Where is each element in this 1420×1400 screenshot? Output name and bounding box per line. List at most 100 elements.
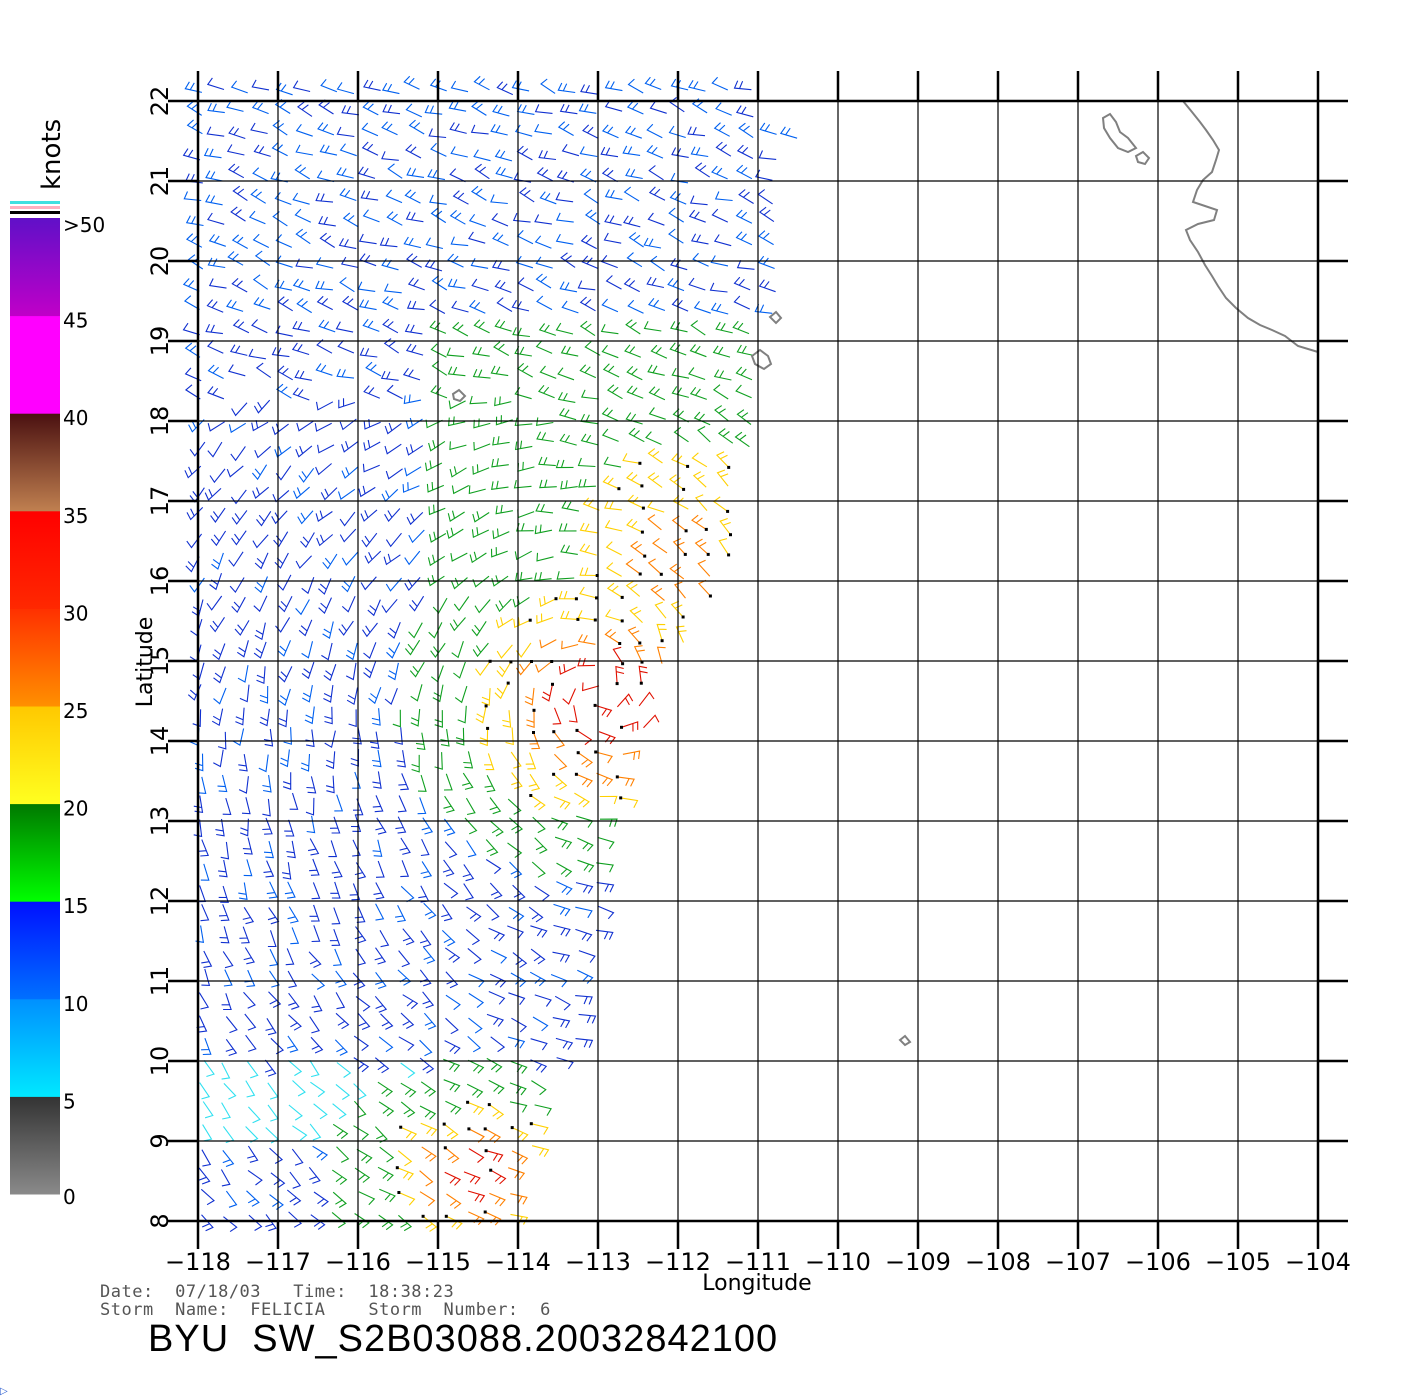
- wind-barb: [363, 79, 381, 91]
- wind-barb: [694, 162, 711, 178]
- rain-flag-marker: [640, 530, 644, 534]
- wind-barb: [275, 325, 293, 337]
- wind-barb: [383, 283, 402, 294]
- wind-barb: [528, 906, 544, 923]
- wind-barb: [400, 860, 410, 878]
- wind-barb: [331, 860, 343, 879]
- wind-barb: [516, 145, 533, 161]
- rain-flag-marker: [397, 1191, 401, 1194]
- wind-barb: [250, 188, 266, 204]
- wind-barb: [372, 771, 382, 789]
- wind-barb: [341, 295, 358, 311]
- wind-barb: [603, 456, 622, 468]
- wind-barb: [494, 149, 513, 162]
- rain-flag-marker: [660, 639, 664, 643]
- wind-barb: [405, 343, 424, 356]
- wind-barb: [212, 643, 226, 661]
- wind-barb: [691, 514, 707, 530]
- wind-barb: [579, 146, 598, 158]
- wind-barb: [492, 436, 510, 446]
- wind-barb: [305, 729, 315, 748]
- wind-barb: [226, 465, 244, 478]
- wind-barb: [553, 731, 566, 749]
- wind-barb: [735, 105, 754, 118]
- wind-barb: [556, 571, 575, 580]
- wind-barb: [710, 255, 729, 267]
- wind-barb: [339, 511, 356, 527]
- wind-barb: [358, 1191, 376, 1206]
- lat-tick-label: 20: [146, 246, 174, 277]
- wind-barb: [328, 840, 338, 858]
- wind-barb: [601, 124, 619, 139]
- wind-barb: [492, 104, 510, 117]
- rain-flag-marker: [729, 533, 732, 537]
- wind-barb: [515, 661, 532, 676]
- wind-barb: [494, 396, 512, 407]
- lon-tick-label: −112: [645, 1248, 711, 1276]
- wind-barb: [490, 1169, 507, 1185]
- wind-barb: [296, 420, 314, 432]
- wind-barb: [381, 151, 399, 161]
- wind-barb: [625, 558, 641, 575]
- wind-barb: [443, 1079, 461, 1093]
- wind-barb: [630, 540, 646, 557]
- wind-barb: [580, 389, 599, 400]
- wind-barb: [364, 550, 382, 564]
- wind-barb: [405, 103, 423, 118]
- wind-barb: [262, 798, 271, 817]
- wind-barb: [336, 126, 355, 138]
- wind-barb: [647, 558, 662, 575]
- wind-barb: [615, 665, 625, 684]
- wind-barb: [207, 257, 226, 269]
- wind-barb: [310, 1081, 326, 1098]
- wind-barb: [380, 370, 399, 381]
- wind-barb: [385, 468, 403, 480]
- wind-barb: [315, 363, 333, 376]
- wind-barb: [288, 992, 300, 1010]
- rain-flag-marker: [421, 1214, 425, 1218]
- wind-barb: [309, 1123, 322, 1141]
- rain-flag-marker: [704, 527, 708, 531]
- wind-barb: [758, 279, 776, 293]
- wind-barb: [184, 384, 201, 400]
- wind-barb: [268, 991, 282, 1008]
- wind-barb: [325, 775, 335, 794]
- wind-barb: [420, 1081, 437, 1097]
- wind-barb: [372, 795, 384, 813]
- wind-barb: [732, 320, 750, 335]
- wind-barb: [183, 191, 202, 202]
- wind-barb: [669, 563, 685, 580]
- wind-barb: [362, 463, 380, 473]
- rain-flag-marker: [621, 662, 625, 666]
- wind-barb: [259, 708, 270, 727]
- wind-barb: [539, 365, 557, 379]
- wind-barb: [579, 320, 596, 337]
- wind-barb: [558, 523, 577, 532]
- wind-barb: [406, 300, 425, 311]
- wind-barb: [445, 1017, 459, 1035]
- wind-barb: [495, 504, 513, 515]
- wind-barb: [267, 930, 277, 948]
- wind-barb: [471, 278, 489, 292]
- wind-barb: [559, 281, 578, 293]
- wind-barb: [494, 279, 512, 294]
- rain-flag-marker: [726, 509, 730, 513]
- wind-barb: [385, 189, 403, 204]
- wind-barb: [402, 994, 419, 1010]
- lat-tick-label: 21: [146, 166, 174, 197]
- wind-barb: [272, 489, 290, 503]
- wind-barb: [317, 122, 335, 136]
- wind-barb: [385, 577, 403, 592]
- wind-barb: [277, 365, 293, 381]
- wind-barb: [272, 120, 288, 136]
- wind-barb: [208, 278, 227, 289]
- wind-barb: [690, 233, 709, 245]
- wind-barb: [511, 1150, 529, 1165]
- rain-flag-marker: [681, 615, 685, 619]
- wind-barb: [488, 1104, 505, 1120]
- wind-barb: [671, 386, 689, 398]
- wind-barb: [643, 320, 662, 332]
- wind-barb: [384, 508, 401, 523]
- wind-barb: [597, 836, 615, 850]
- wind-barb: [508, 1167, 526, 1181]
